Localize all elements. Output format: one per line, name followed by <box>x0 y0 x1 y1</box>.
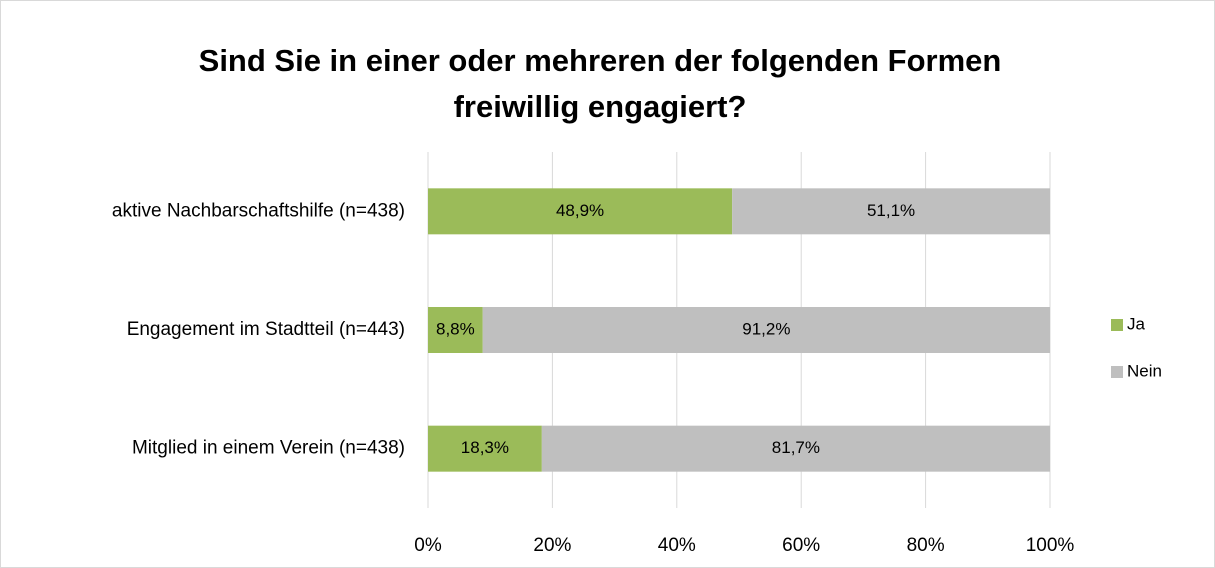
x-tick-label: 40% <box>658 535 696 556</box>
data-label: 18,3% <box>461 438 509 457</box>
x-tick-label: 20% <box>533 535 571 556</box>
bar-segment <box>541 425 1050 472</box>
data-label: 81,7% <box>772 438 820 457</box>
legend-label: Nein <box>1127 361 1162 380</box>
legend-label: Ja <box>1127 314 1146 333</box>
data-label: 91,2% <box>742 319 790 338</box>
x-tick-label: 100% <box>1026 535 1075 556</box>
y-tick-label: aktive Nachbarschaftshilfe (n=438) <box>112 200 405 221</box>
legend-swatch <box>1111 366 1123 378</box>
y-tick-label: Engagement im Stadtteil (n=443) <box>127 319 405 340</box>
data-label: 51,1% <box>867 201 915 220</box>
legend-swatch <box>1111 319 1123 331</box>
bar-segment <box>732 188 1050 235</box>
x-tick-label: 0% <box>414 535 442 556</box>
x-tick-label: 80% <box>907 535 945 556</box>
chart-title: Sind Sie in einer oder mehreren der folg… <box>198 43 1002 124</box>
bar-segment <box>428 425 542 472</box>
bar-segment <box>482 307 1051 353</box>
x-tick-label: 60% <box>782 535 820 556</box>
data-label: 8,8% <box>436 319 475 338</box>
bar-segment <box>428 188 733 235</box>
bar-segment <box>428 307 483 353</box>
y-tick-label: Mitglied in einem Verein (n=438) <box>132 438 405 459</box>
data-label: 48,9% <box>556 201 604 220</box>
